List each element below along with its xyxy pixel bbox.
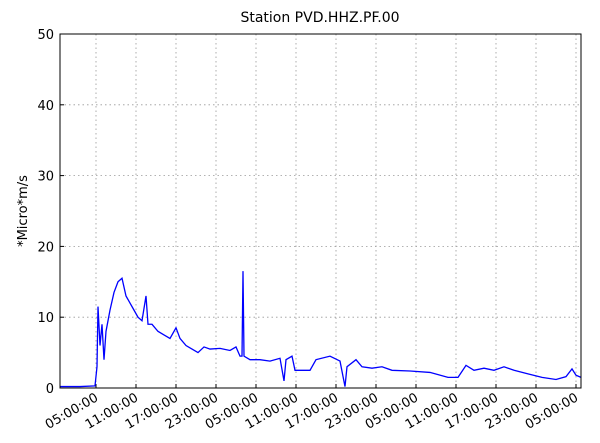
y-tick-label: 40: [37, 99, 54, 114]
y-tick-label: 10: [37, 311, 54, 326]
y-tick-label: 50: [37, 28, 54, 43]
y-axis-label: *Micro*m/s: [16, 175, 31, 247]
y-tick-label: 20: [37, 240, 54, 255]
data-line: [60, 271, 582, 388]
y-tick-label: 30: [37, 170, 54, 185]
y-tick-label: 0: [46, 382, 54, 397]
plot-frame: [59, 33, 582, 389]
chart-title: Station PVD.HHZ.PF.00: [240, 10, 399, 26]
